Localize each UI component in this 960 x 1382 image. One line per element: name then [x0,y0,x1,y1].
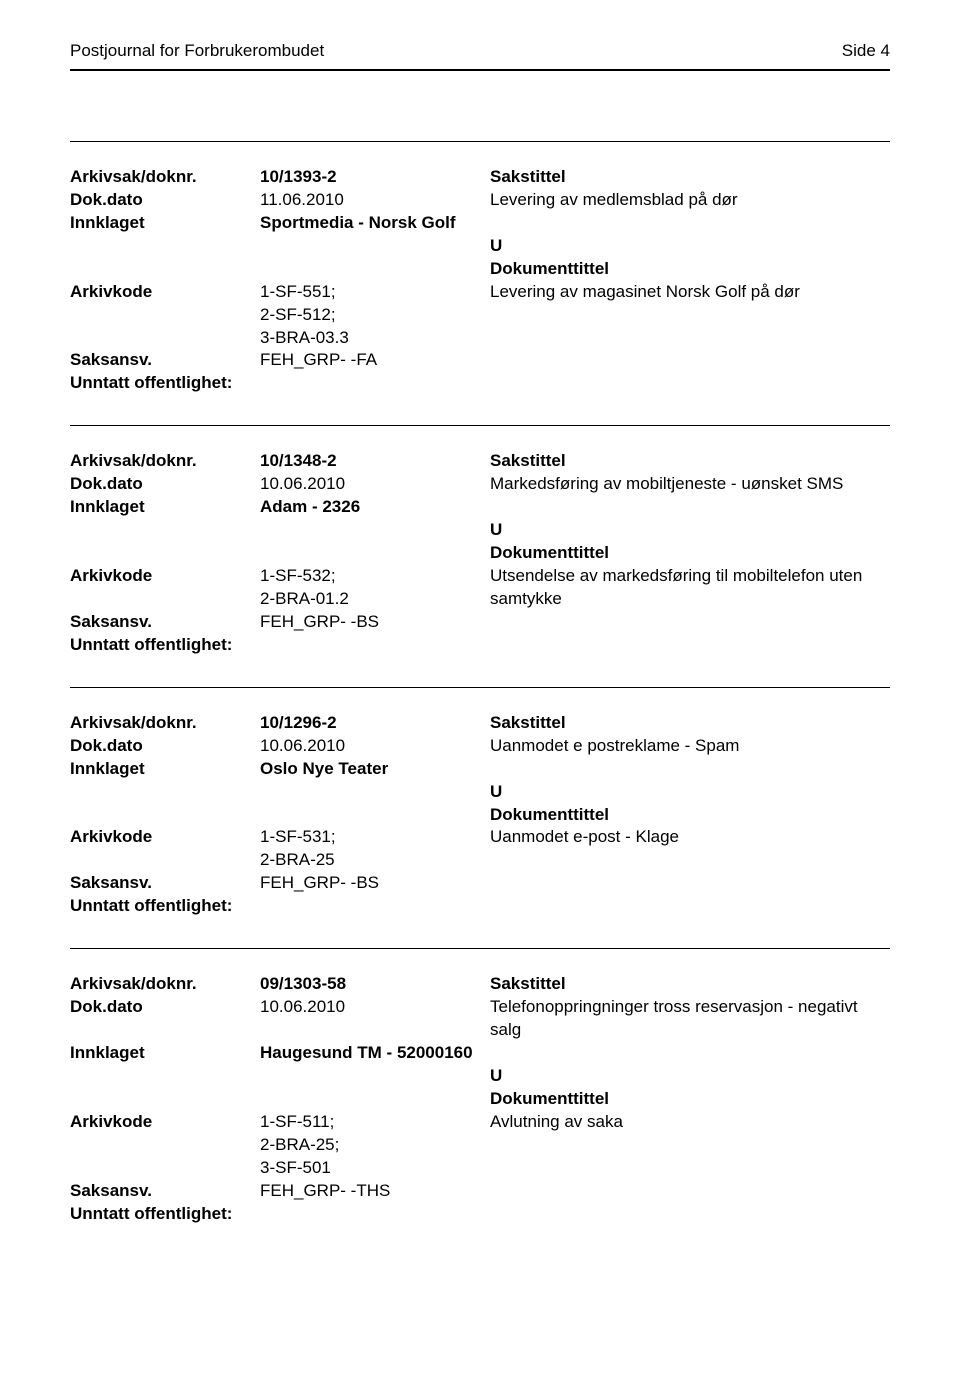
journal-record: Arkivsak/doknr. 09/1303-58 Sakstittel Do… [70,973,890,1225]
label-unntatt: Unntatt offentlighet: [70,1203,260,1226]
journal-record: Arkivsak/doknr. 10/1348-2 Sakstittel Dok… [70,450,890,656]
label-dokdato: Dok.dato [70,473,260,496]
label-sakstittel: Sakstittel [490,166,890,189]
value-dato: 10.06.2010 [260,473,490,496]
header-rule [70,69,890,71]
page-number: Side 4 [842,40,890,63]
value-innklaget: Adam - 2326 [260,496,490,519]
label-arkivsak-doknr: Arkivsak/doknr. [70,973,260,996]
label-dokumenttittel: Dokumenttittel [490,258,890,281]
label-sakstittel: Sakstittel [490,450,890,473]
value-doktittel: Uanmodet e-post - Klage [490,826,890,849]
header-row: Postjournal for Forbrukerombudet Side 4 [70,40,890,63]
label-innklaget: Innklaget [70,1042,260,1065]
value-sakstittel: Uanmodet e postreklame - Spam [490,735,890,758]
value-type-letter: U [490,519,890,542]
value-sakstittel: Telefonoppringninger tross reservasjon -… [490,996,890,1042]
label-innklaget: Innklaget [70,496,260,519]
value-saksansv: FEH_GRP- -BS [260,872,490,895]
value-doknr: 10/1348-2 [260,450,490,473]
label-saksansv: Saksansv. [70,611,260,634]
value-dato: 10.06.2010 [260,735,490,758]
label-innklaget: Innklaget [70,212,260,235]
label-innklaget: Innklaget [70,758,260,781]
label-saksansv: Saksansv. [70,872,260,895]
value-doktittel: Levering av magasinet Norsk Golf på dør [490,281,890,304]
value-arkivkode: 1-SF-511; 2-BRA-25; 3-SF-501 [260,1111,490,1180]
value-type-letter: U [490,781,890,804]
value-dato: 11.06.2010 [260,189,490,212]
label-dokdato: Dok.dato [70,996,260,1019]
label-unntatt: Unntatt offentlighet: [70,895,260,918]
value-saksansv: FEH_GRP- -BS [260,611,490,634]
value-sakstittel: Markedsføring av mobiltjeneste - uønsket… [490,473,890,496]
label-dokdato: Dok.dato [70,189,260,212]
value-doknr: 10/1393-2 [260,166,490,189]
value-innklaget: Haugesund TM - 52000160 [260,1042,490,1065]
label-saksansv: Saksansv. [70,1180,260,1203]
value-innklaget: Oslo Nye Teater [260,758,490,781]
value-type-letter: U [490,235,890,258]
label-sakstittel: Sakstittel [490,973,890,996]
value-arkivkode: 1-SF-532; 2-BRA-01.2 [260,565,490,611]
value-doktittel: Utsendelse av markedsføring til mobiltel… [490,565,890,611]
label-unntatt: Unntatt offentlighet: [70,372,260,395]
label-arkivsak-doknr: Arkivsak/doknr. [70,712,260,735]
journal-record: Arkivsak/doknr. 10/1393-2 Sakstittel Dok… [70,166,890,395]
label-dokdato: Dok.dato [70,735,260,758]
label-dokumenttittel: Dokumenttittel [490,1088,890,1111]
value-saksansv: FEH_GRP- -THS [260,1180,490,1203]
org-title: Postjournal for Forbrukerombudet [70,40,324,63]
value-arkivkode: 1-SF-531; 2-BRA-25 [260,826,490,872]
label-unntatt: Unntatt offentlighet: [70,634,260,657]
records-container: Arkivsak/doknr. 10/1393-2 Sakstittel Dok… [70,141,890,1226]
value-saksansv: FEH_GRP- -FA [260,349,490,372]
value-sakstittel: Levering av medlemsblad på dør [490,189,890,212]
value-innklaget: Sportmedia - Norsk Golf [260,212,490,235]
journal-record: Arkivsak/doknr. 10/1296-2 Sakstittel Dok… [70,712,890,918]
label-dokumenttittel: Dokumenttittel [490,542,890,565]
value-doktittel: Avlutning av saka [490,1111,890,1134]
label-sakstittel: Sakstittel [490,712,890,735]
label-saksansv: Saksansv. [70,349,260,372]
record-rule [70,948,890,949]
value-doknr: 10/1296-2 [260,712,490,735]
label-arkivkode: Arkivkode [70,565,260,588]
label-arkivkode: Arkivkode [70,281,260,304]
value-arkivkode: 1-SF-551; 2-SF-512; 3-BRA-03.3 [260,281,490,350]
value-doknr: 09/1303-58 [260,973,490,996]
label-arkivkode: Arkivkode [70,1111,260,1134]
record-rule [70,425,890,426]
record-rule [70,141,890,142]
label-arkivsak-doknr: Arkivsak/doknr. [70,450,260,473]
label-dokumenttittel: Dokumenttittel [490,804,890,827]
record-rule [70,687,890,688]
page-container: Postjournal for Forbrukerombudet Side 4 … [0,0,960,1316]
value-type-letter: U [490,1065,890,1088]
label-arkivkode: Arkivkode [70,826,260,849]
label-arkivsak-doknr: Arkivsak/doknr. [70,166,260,189]
value-dato: 10.06.2010 [260,996,490,1019]
